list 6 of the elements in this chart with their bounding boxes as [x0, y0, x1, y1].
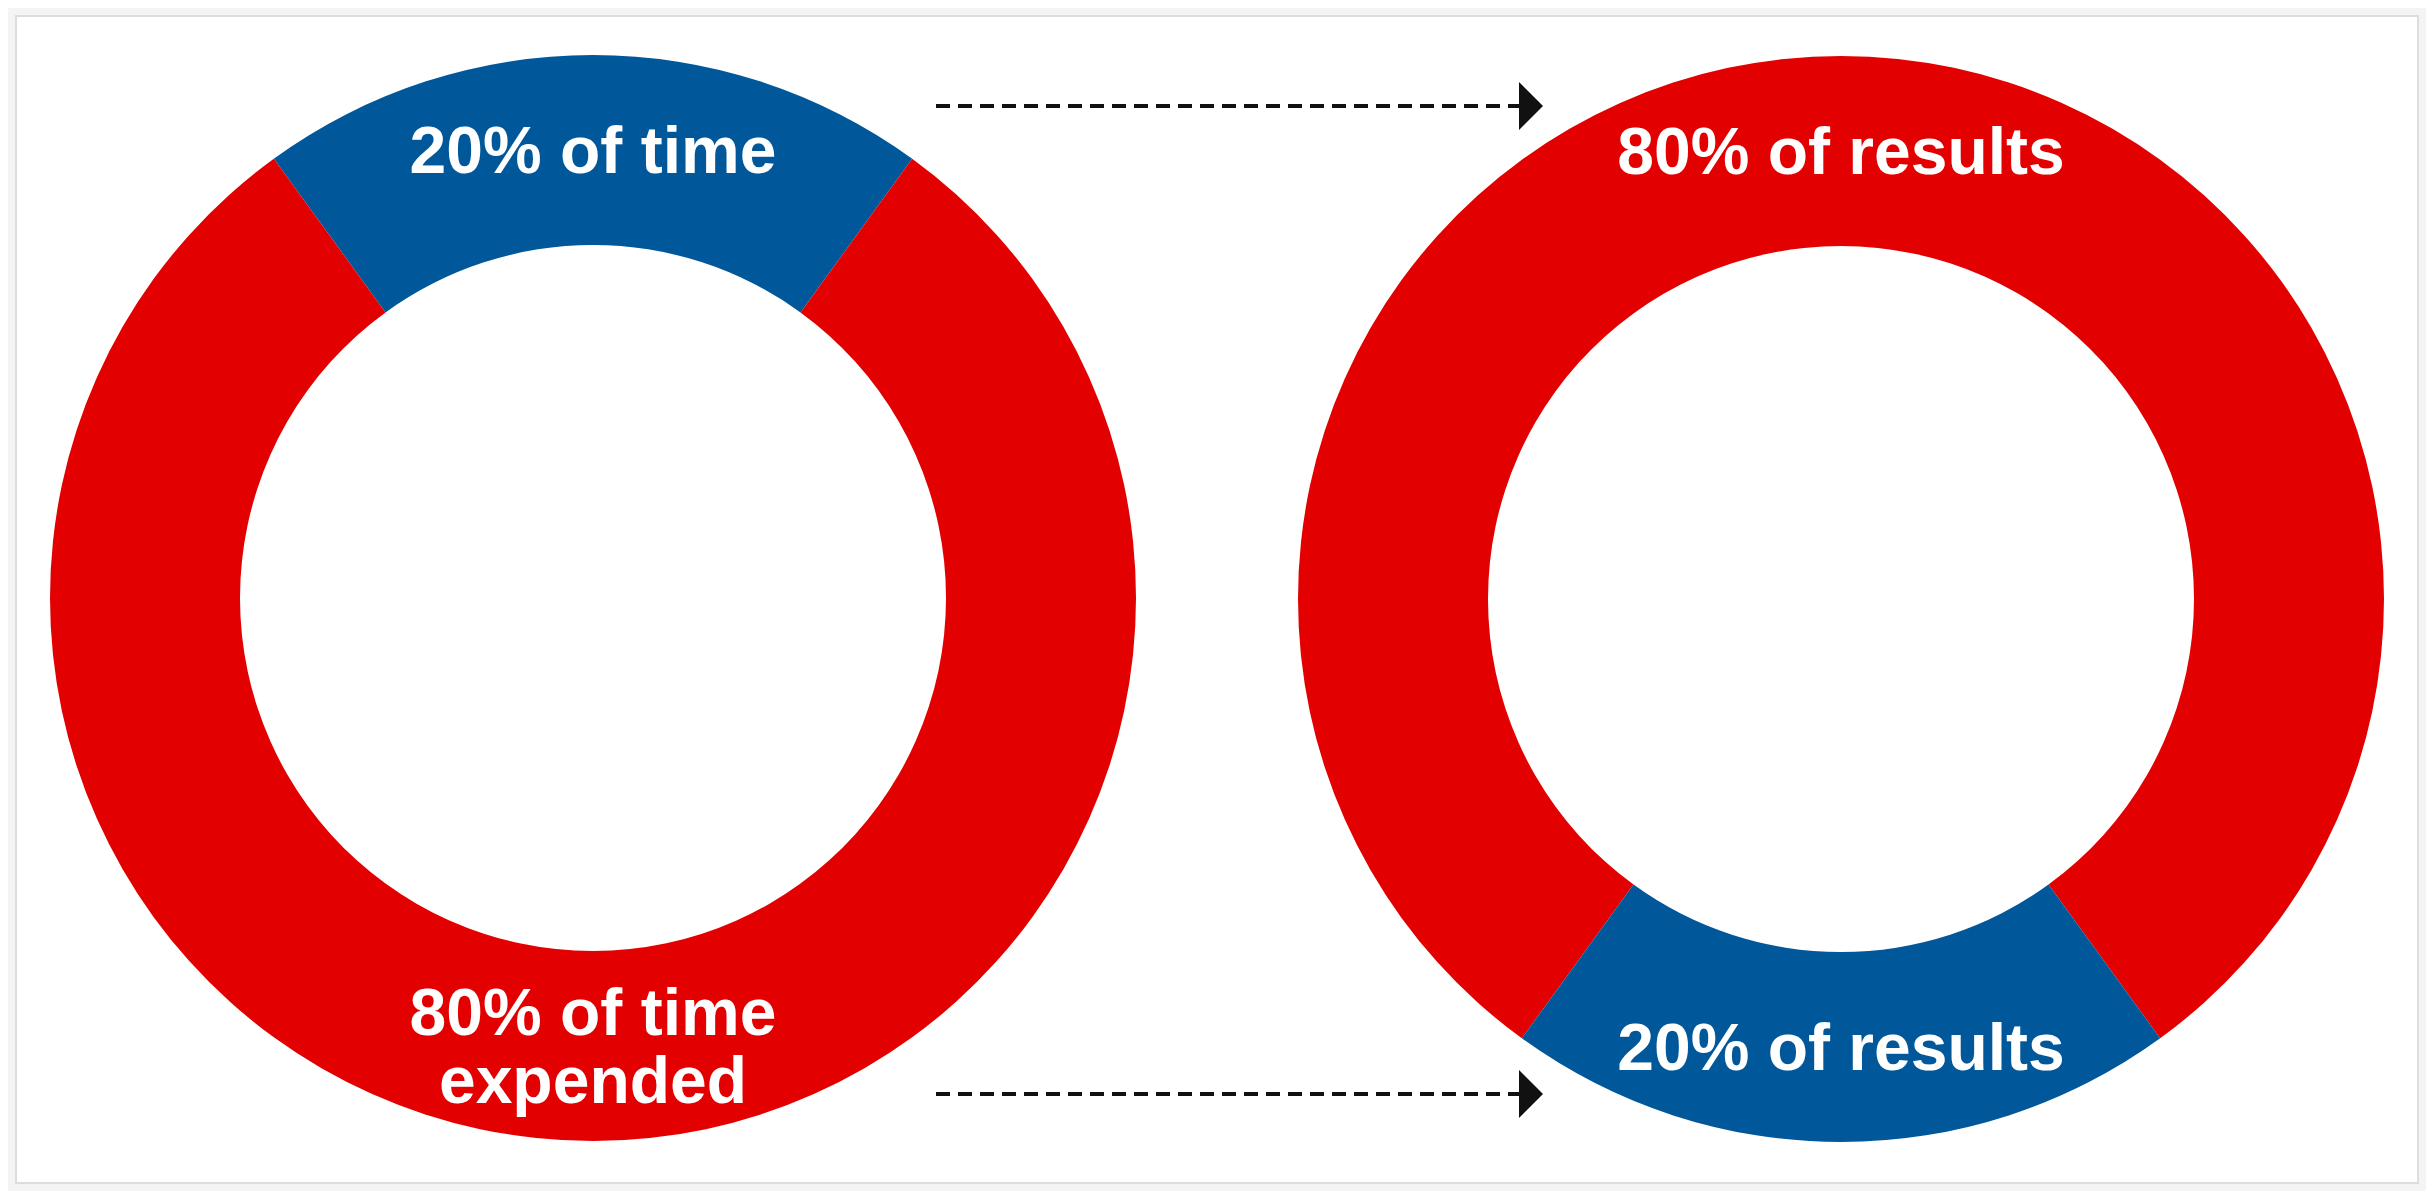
donut-slice	[1521, 884, 2161, 1142]
slice-label: 80% of results	[1617, 114, 2065, 188]
slice-label: 20% of results	[1617, 1010, 2065, 1084]
slice-label: 80% of time expended	[409, 975, 777, 1117]
slice-label: 20% of time	[409, 113, 777, 187]
donut-slice	[273, 55, 913, 313]
